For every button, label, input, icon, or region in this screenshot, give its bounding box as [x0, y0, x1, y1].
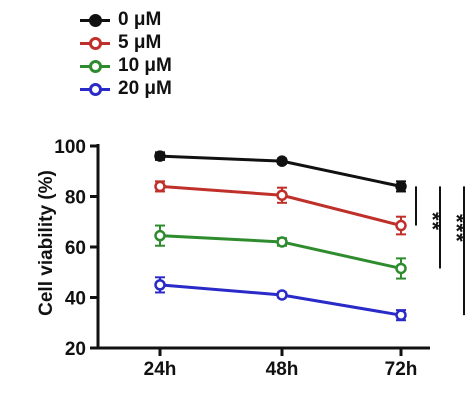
legend-item-20uM: 20 μM	[80, 77, 172, 100]
legend-label-10uM: 10 μM	[118, 54, 172, 76]
y-tick-label-80: 80	[65, 188, 86, 209]
legend: 0 μM 5 μM 10 μM 20 μM	[80, 8, 172, 100]
legend-label-0uM: 0 μM	[118, 8, 162, 30]
y-tick-label-60: 60	[65, 238, 86, 259]
data-point-10uM-24h	[154, 229, 166, 242]
y-tick-label-40: 40	[65, 289, 86, 310]
data-point-10uM-48h	[276, 236, 288, 248]
data-point-5uM-24h	[154, 180, 166, 193]
y-tick-label-20: 20	[65, 339, 86, 360]
data-point-20uM-72h	[395, 309, 407, 321]
data-point-0uM-48h	[276, 155, 288, 167]
legend-marker-10uM	[80, 59, 110, 73]
legend-marker-20uM	[80, 82, 110, 96]
data-point-0uM-72h	[395, 180, 407, 193]
data-point-10uM-72h	[395, 262, 407, 275]
data-point-20uM-48h	[276, 289, 288, 301]
data-point-20uM-24h	[154, 279, 166, 291]
legend-marker-0uM	[80, 13, 110, 27]
significance-0-vs-5: **	[420, 212, 445, 232]
significance-0-vs-20: ***	[469, 255, 475, 284]
data-point-5uM-72h	[395, 219, 407, 232]
data-point-5uM-48h	[276, 189, 288, 201]
y-tick-label-100: 100	[54, 137, 86, 158]
x-tick-label-24h: 24h	[144, 359, 177, 380]
x-tick-label-48h: 48h	[266, 359, 299, 380]
x-tick-label-72h: 72h	[385, 359, 418, 380]
legend-item-10uM: 10 μM	[80, 54, 172, 77]
legend-label-20uM: 20 μM	[118, 77, 172, 99]
legend-marker-5uM	[80, 36, 110, 50]
legend-label-5uM: 5 μM	[118, 31, 162, 53]
legend-item-0uM: 0 μM	[80, 8, 172, 31]
data-point-0uM-24h	[154, 150, 166, 162]
significance-0-vs-10: ***	[444, 214, 469, 243]
legend-item-5uM: 5 μM	[80, 31, 172, 54]
